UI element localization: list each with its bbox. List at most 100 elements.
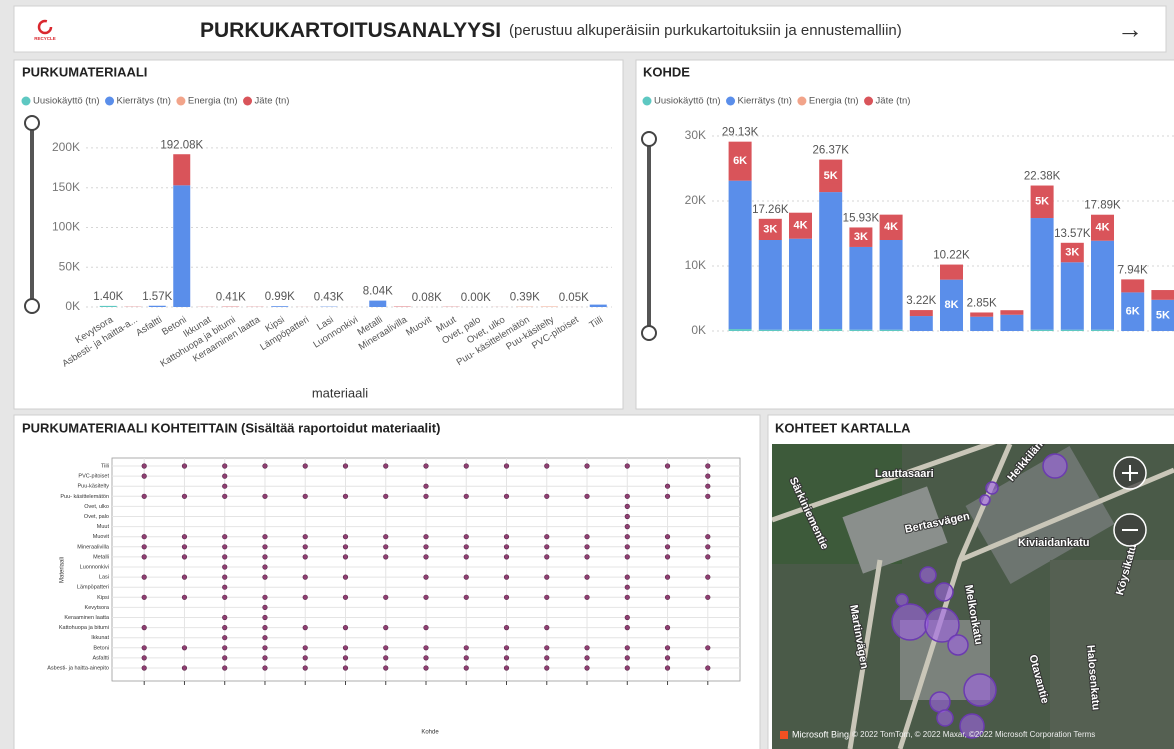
legend-marker [22, 97, 31, 106]
dot [665, 464, 670, 469]
y-tick-label: Ovet, palo [84, 514, 109, 520]
bar-segment [729, 329, 752, 331]
dot [544, 595, 549, 600]
data-label: 4K [793, 220, 807, 232]
data-label: 5K [824, 170, 838, 182]
dot [464, 666, 469, 671]
total-label: 15.93K [843, 212, 880, 224]
next-button[interactable]: → [1117, 14, 1143, 44]
dot [705, 666, 710, 671]
dot [263, 534, 268, 539]
legend-marker [864, 97, 873, 106]
dot [383, 625, 388, 630]
y-tick-label: 150K [52, 180, 80, 194]
dot [625, 504, 630, 509]
bar-segment [1121, 279, 1144, 292]
total-label: 192.08K [160, 139, 203, 151]
bar-segment [849, 247, 872, 330]
y-tick-label: Mineraalivilla [77, 544, 110, 550]
dot [222, 615, 227, 620]
dot [504, 666, 509, 671]
map: Lauttasaari Bertasvägen Kiviaidankatu Sä… [772, 429, 1174, 749]
dot [464, 494, 469, 499]
dot [585, 656, 590, 661]
dot [585, 666, 590, 671]
dot [544, 575, 549, 580]
bar-segment [970, 317, 993, 331]
total-label: 0.08K [412, 292, 442, 304]
legend-label: Uusiokäyttö (tn) [654, 96, 721, 107]
total-label: 22.38K [1024, 171, 1061, 183]
dot [263, 656, 268, 661]
data-label: 4K [884, 221, 898, 233]
legend-marker [105, 97, 114, 106]
total-label: 2.85K [967, 298, 997, 310]
dot [182, 595, 187, 600]
dot [263, 555, 268, 560]
dot [705, 545, 710, 550]
total-label: 0.99K [265, 291, 295, 303]
slider-handle[interactable] [25, 299, 39, 313]
dot [665, 595, 670, 600]
panel [14, 60, 623, 409]
dot [142, 464, 147, 469]
dot [665, 646, 670, 651]
dot [142, 646, 147, 651]
dot [424, 494, 429, 499]
bar-segment [819, 329, 842, 331]
y-axis-label: Materiaali [60, 557, 66, 583]
bar-segment [1061, 262, 1084, 329]
dot [222, 494, 227, 499]
dot [464, 575, 469, 580]
dot [142, 656, 147, 661]
y-tick-label: Ovet, ulko [84, 504, 109, 510]
total-label: 1.40K [93, 291, 123, 303]
dot [383, 656, 388, 661]
bar-segment [940, 265, 963, 280]
dot [585, 534, 590, 539]
dot [222, 575, 227, 580]
bing-logo [780, 731, 788, 739]
map-area [1050, 560, 1174, 749]
data-label: 5K [1156, 309, 1170, 321]
dot [665, 534, 670, 539]
dot [464, 464, 469, 469]
dot [424, 555, 429, 560]
dot [464, 656, 469, 661]
dot [665, 656, 670, 661]
dot [182, 666, 187, 671]
y-tick-label: Betoni [93, 645, 109, 651]
map-bubble [937, 710, 953, 726]
y-tick-label: 10K [685, 258, 706, 272]
legend-label: Jäte (tn) [876, 96, 911, 107]
dot [544, 494, 549, 499]
legend-marker [797, 97, 806, 106]
data-label: 3K [1065, 246, 1079, 258]
map-label: Kiviaidankatu [1018, 537, 1090, 549]
dot [383, 534, 388, 539]
dot [424, 595, 429, 600]
dot [544, 545, 549, 550]
dot [665, 484, 670, 489]
dot [464, 545, 469, 550]
data-label: 8K [944, 299, 958, 311]
slider-handle[interactable] [25, 116, 39, 130]
dot [383, 646, 388, 651]
dot [303, 666, 308, 671]
dot [303, 656, 308, 661]
dot [182, 545, 187, 550]
dot [705, 595, 710, 600]
dot [625, 575, 630, 580]
slider-handle[interactable] [642, 326, 656, 340]
legend-label: Jäte (tn) [255, 96, 290, 107]
y-tick-label: Muovit [93, 534, 110, 540]
map-attribution[interactable]: © 2022 TomTom, © 2022 Maxar, ©2022 Micro… [852, 730, 1095, 739]
legend-marker [643, 97, 652, 106]
bar-segment [1031, 218, 1054, 330]
dot [625, 615, 630, 620]
dot [665, 625, 670, 630]
dot [343, 534, 348, 539]
dot [222, 635, 227, 640]
slider-handle[interactable] [642, 132, 656, 146]
dot [424, 545, 429, 550]
